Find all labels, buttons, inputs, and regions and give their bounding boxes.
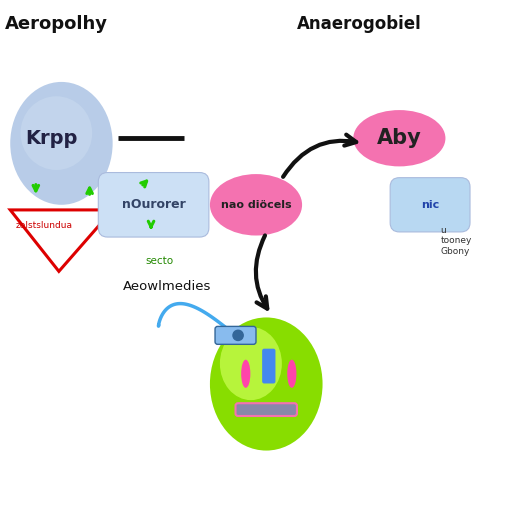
Text: secto: secto xyxy=(146,256,174,266)
Text: Krpp: Krpp xyxy=(25,129,77,148)
Text: nic: nic xyxy=(421,200,439,210)
FancyBboxPatch shape xyxy=(236,403,297,416)
Ellipse shape xyxy=(210,317,323,451)
FancyBboxPatch shape xyxy=(390,178,470,232)
Text: nao diöcels: nao diöcels xyxy=(221,200,291,210)
Text: u
tooney
Gbony: u tooney Gbony xyxy=(440,226,472,255)
Circle shape xyxy=(233,330,243,340)
Ellipse shape xyxy=(10,82,113,205)
Text: nOurorer: nOurorer xyxy=(122,198,185,211)
FancyBboxPatch shape xyxy=(215,327,256,345)
Ellipse shape xyxy=(287,359,296,388)
Text: Anaerogobiel: Anaerogobiel xyxy=(297,15,422,33)
Text: Aby: Aby xyxy=(377,128,422,148)
Ellipse shape xyxy=(353,110,445,166)
Text: Aeowlmedies: Aeowlmedies xyxy=(123,280,211,293)
Ellipse shape xyxy=(210,174,302,236)
Ellipse shape xyxy=(20,96,92,170)
Ellipse shape xyxy=(241,359,250,388)
Text: zelstslundua: zelstslundua xyxy=(15,221,72,230)
FancyBboxPatch shape xyxy=(98,173,209,237)
FancyBboxPatch shape xyxy=(262,349,275,383)
Text: Aeropolhy: Aeropolhy xyxy=(5,15,108,33)
Ellipse shape xyxy=(220,327,282,400)
